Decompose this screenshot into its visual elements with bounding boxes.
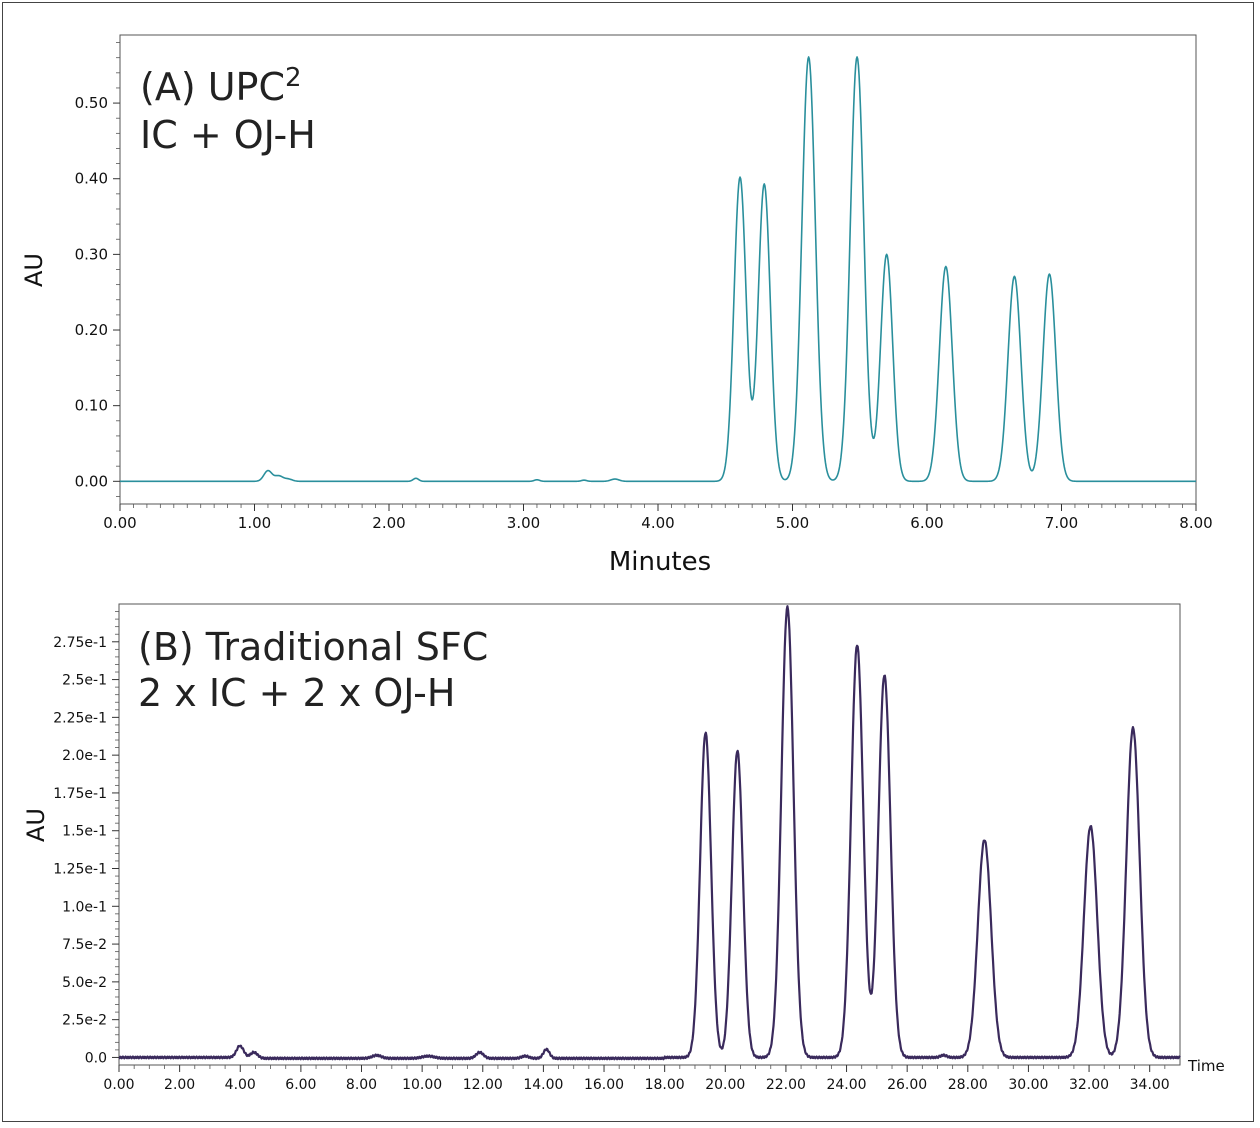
y-tick-label-b: 2.5e-2 [62,1013,107,1029]
y-tick-label-b: 2.25e-1 [53,710,107,726]
x-tick-label-b: 28.00 [948,1077,988,1093]
x-tick-label-a: 3.00 [507,514,540,532]
y-tick-label-b: 1.75e-1 [53,786,107,802]
y-tick-label-b: 5.0e-2 [62,975,107,991]
y-tick-label-b: 7.5e-2 [62,937,107,953]
x-tick-label-b: 34.00 [1130,1077,1170,1093]
y-axis-label-b: AU [22,808,50,842]
y-tick-label-a: 0.30 [75,245,108,263]
x-tick-label-b: 4.00 [225,1077,256,1093]
chromatogram-trace-b [118,605,1181,1061]
x-tick-label-b: 22.00 [766,1077,806,1093]
x-tick-label-b: 10.00 [402,1077,442,1093]
panel-a: 0.00 1.00 2.00 3.00 4.00 5.00 6.00 7.00 8.00 0.00… [20,34,1213,577]
x-tick-label-a: 4.00 [641,514,674,532]
x-tick-label-b: 0.00 [103,1077,134,1093]
x-tick-label-b: 8.00 [346,1077,377,1093]
y-tick-label-b: 1.25e-1 [53,862,107,878]
x-axis-label-b: Time [1187,1057,1225,1075]
x-tick-label-b: 6.00 [285,1077,316,1093]
x-tick-label-a: 0.00 [103,514,136,532]
x-tick-label-b: 26.00 [887,1077,927,1093]
y-tick-label-b: 0.0 [85,1050,107,1066]
x-tick-label-b: 2.00 [164,1077,195,1093]
x-tick-label-b: 20.00 [705,1077,745,1093]
y-tick-label-b: 2.0e-1 [62,748,107,764]
y-tick-label-a: 0.40 [75,170,108,188]
x-tick-label-b: 24.00 [826,1077,866,1093]
y-tick-label-a: 0.10 [75,397,108,415]
x-tick-label-a: 8.00 [1179,514,1212,532]
x-tick-label-a: 7.00 [1045,514,1078,532]
y-tick-label-a: 0.20 [75,321,108,339]
chromatogram-trace-a [119,56,1197,483]
x-tick-label-b: 30.00 [1008,1077,1048,1093]
y-tick-label-b: 1.5e-1 [62,824,107,840]
x-tick-label-a: 6.00 [910,514,943,532]
x-tick-label-b: 18.00 [645,1077,685,1093]
x-tick-label-b: 14.00 [523,1077,563,1093]
y-tick-label-b: 1.0e-1 [62,899,107,915]
panel-subtitle-b: 2 x IC + 2 x OJ-H [138,671,455,715]
y-tick-label-a: 0.00 [75,472,108,490]
y-axis-label-a: AU [20,253,48,287]
y-tick-label-b: 2.75e-1 [53,635,107,651]
x-tick-label-b: 16.00 [584,1077,624,1093]
x-tick-label-b: 12.00 [463,1077,503,1093]
x-axis-label-a: Minutes [609,547,711,577]
x-tick-label-b: 32.00 [1069,1077,1109,1093]
title-superscript: 2 [285,63,302,93]
x-tick-label-a: 5.00 [776,514,809,532]
panel-subtitle-a: IC + OJ-H [140,113,316,157]
x-tick-label-a: 2.00 [372,514,405,532]
x-tick-label-a: 1.00 [238,514,271,532]
y-tick-label-b: 2.5e-1 [62,673,107,689]
panel-title-b: (B) Traditional SFC [138,625,488,669]
panel-b: 0.00 2.00 4.00 6.00 8.00 10.00 12.00 14.00 16.00… [22,603,1225,1093]
panel-title-a: (A) UPC2 [140,63,302,109]
y-tick-label-a: 0.50 [75,94,108,112]
